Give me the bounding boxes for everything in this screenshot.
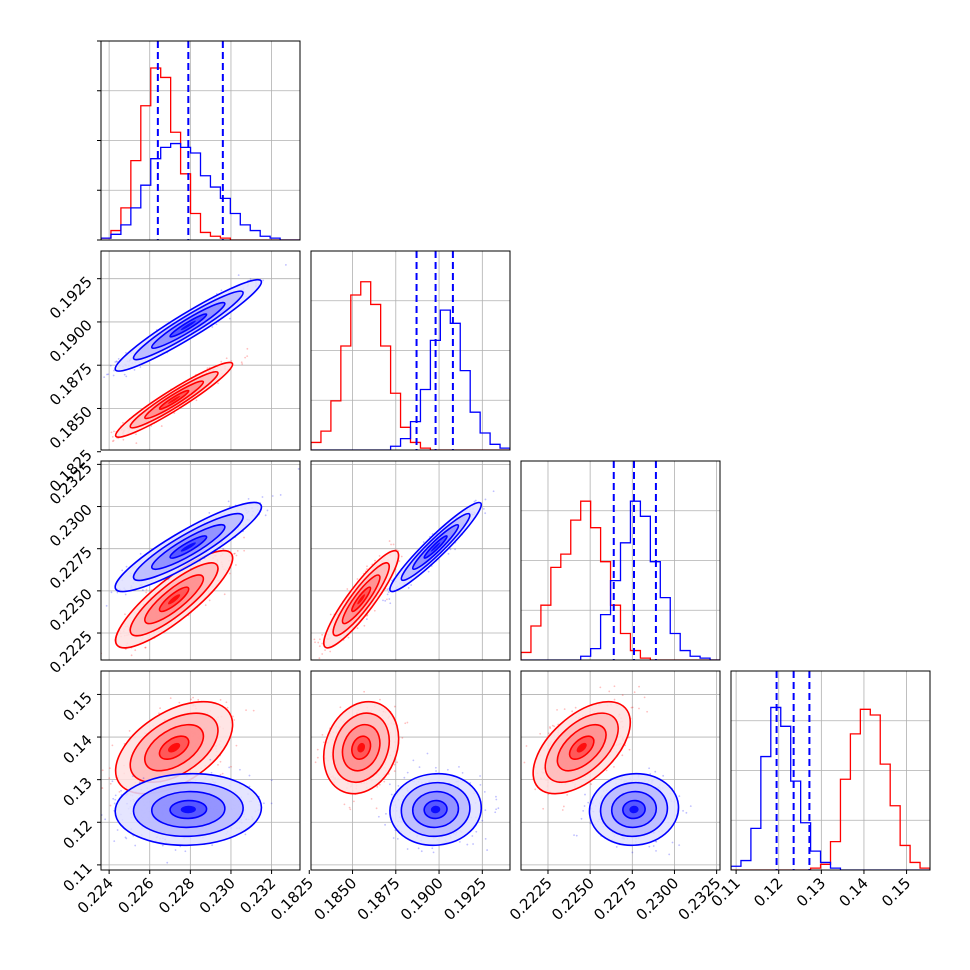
ytick-label-2-0: 0.2225 xyxy=(46,627,96,677)
contour-red-1-0-4 xyxy=(168,395,181,404)
xtick-label-0-2: 0.228 xyxy=(155,874,198,917)
xtick-label-3-3: 0.14 xyxy=(835,874,871,910)
histogram-red-0 xyxy=(101,67,300,240)
histogram-blue-2 xyxy=(521,500,720,660)
ytick-label-3-1: 0.12 xyxy=(59,816,95,852)
histogram-blue-3 xyxy=(731,706,930,870)
contour-blue-2-0-4 xyxy=(180,542,196,552)
ytick-label-2-2: 0.2275 xyxy=(46,543,96,593)
ytick-label-1-1: 0.1850 xyxy=(46,403,96,453)
xtick-label-1-2: 0.1875 xyxy=(354,874,404,924)
ytick-label-2-3: 0.2300 xyxy=(46,501,96,551)
xtick-label-2-3: 0.2300 xyxy=(632,874,682,924)
panel-2-1 xyxy=(310,460,511,661)
histogram-blue-0 xyxy=(101,142,300,240)
panel-3-0: 0.110.120.130.140.150.2240.2260.2280.230… xyxy=(59,670,301,917)
contour-blue-3-0-4 xyxy=(180,805,196,814)
panel-border-1-0 xyxy=(100,250,301,451)
panel-border-2-0 xyxy=(100,460,301,661)
panel-border-3-2 xyxy=(520,670,721,871)
contour-blue-1-0-4 xyxy=(180,320,196,331)
panel-1-1 xyxy=(310,250,511,451)
histogram-red-1 xyxy=(311,281,510,450)
histogram-blue-1 xyxy=(311,309,510,450)
xtick-label-1-1: 0.1850 xyxy=(311,874,361,924)
xtick-label-2-0: 0.2225 xyxy=(506,874,556,924)
histogram-red-3 xyxy=(731,708,930,870)
contour-blue-3-2-4 xyxy=(629,805,639,814)
histogram-red-2 xyxy=(521,500,720,660)
panel-border-3-3 xyxy=(730,670,931,871)
xtick-label-1-0: 0.1825 xyxy=(267,874,317,924)
xtick-label-3-4: 0.15 xyxy=(878,874,914,910)
xtick-label-1-4: 0.1925 xyxy=(440,874,490,924)
ytick-label-1-2: 0.1875 xyxy=(46,359,96,409)
xtick-label-2-2: 0.2275 xyxy=(590,874,640,924)
contour-blue-2-1-4 xyxy=(430,542,441,552)
panel-3-3: 0.11 0.12 0.13 0.14 0.15 xyxy=(708,670,931,910)
contour-blue-3-1-4 xyxy=(430,805,441,814)
xtick-label-3-1: 0.12 xyxy=(750,874,786,910)
ytick-label-3-3: 0.14 xyxy=(59,731,95,767)
xtick-label-0-3: 0.230 xyxy=(196,874,239,917)
panel-2-2 xyxy=(520,460,721,661)
xtick-label-2-1: 0.2250 xyxy=(548,874,598,924)
ytick-label-1-3: 0.1900 xyxy=(46,316,96,366)
contour-red-2-1-4 xyxy=(357,594,366,605)
xtick-label-3-2: 0.13 xyxy=(793,874,829,910)
ytick-label-1-4: 0.1925 xyxy=(46,273,96,323)
ytick-label-2-1: 0.2250 xyxy=(46,585,96,635)
contour-red-3-1-4 xyxy=(357,742,366,753)
panel-border-2-1 xyxy=(310,460,511,661)
contour-red-3-2-4 xyxy=(576,742,587,753)
xtick-label-1-3: 0.1900 xyxy=(397,874,447,924)
ytick-label-3-2: 0.13 xyxy=(59,774,95,810)
panel-border-3-0 xyxy=(100,670,301,871)
contour-red-2-0-4 xyxy=(168,594,181,605)
panel-border-2-2 xyxy=(520,460,721,661)
panel-border-1-1 xyxy=(310,250,511,451)
panel-0-0 xyxy=(97,40,301,241)
panel-border-3-1 xyxy=(310,670,511,871)
ytick-label-3-4: 0.15 xyxy=(59,689,95,725)
xtick-label-0-1: 0.226 xyxy=(114,874,157,917)
